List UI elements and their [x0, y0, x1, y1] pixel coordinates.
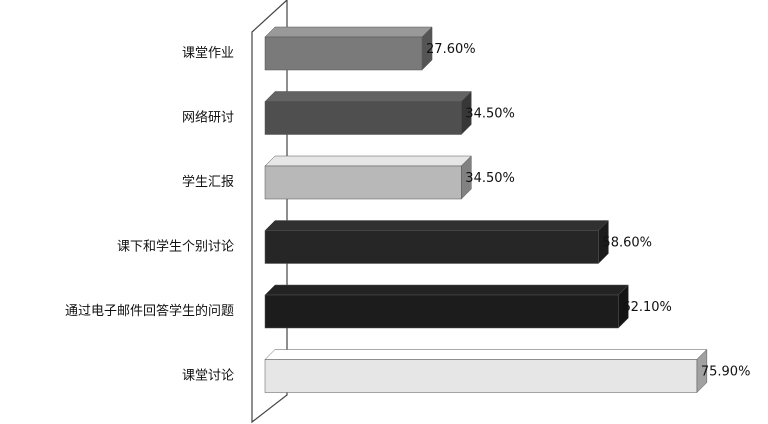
bar-3d: [264, 90, 472, 136]
bar: [264, 36, 423, 71]
value-label: 34.50%: [465, 171, 515, 186]
bar-top: [264, 284, 629, 296]
bar-3d: [264, 348, 708, 394]
bar-top: [264, 26, 433, 38]
value-label: 27.60%: [426, 42, 476, 57]
value-label: 62.10%: [622, 300, 672, 315]
category-label: 学生汇报: [182, 174, 234, 190]
bar: [264, 165, 462, 200]
category-label: 课堂作业: [182, 46, 234, 61]
bar: [264, 101, 462, 135]
bar-3d: [264, 284, 629, 329]
bar-top: [264, 220, 610, 231]
category-label: 网络研讨: [182, 110, 234, 126]
bar-top: [264, 91, 472, 102]
bar: [264, 230, 599, 264]
category-label: 课堂讨论: [182, 369, 234, 384]
bar-top: [264, 349, 708, 360]
category-label: 课下和学生个别讨论: [117, 239, 234, 255]
bar-3d: [264, 26, 433, 71]
bar-top: [264, 155, 472, 167]
bar-3d: [264, 219, 610, 265]
value-label: 34.50%: [465, 107, 515, 122]
bar: [264, 359, 698, 393]
category-label: 通过电子邮件回答学生的问题: [65, 303, 234, 319]
value-label: 75.90%: [701, 365, 751, 380]
value-label: 58.60%: [602, 236, 652, 251]
bar: [264, 294, 619, 329]
bar-3d: [264, 155, 472, 200]
